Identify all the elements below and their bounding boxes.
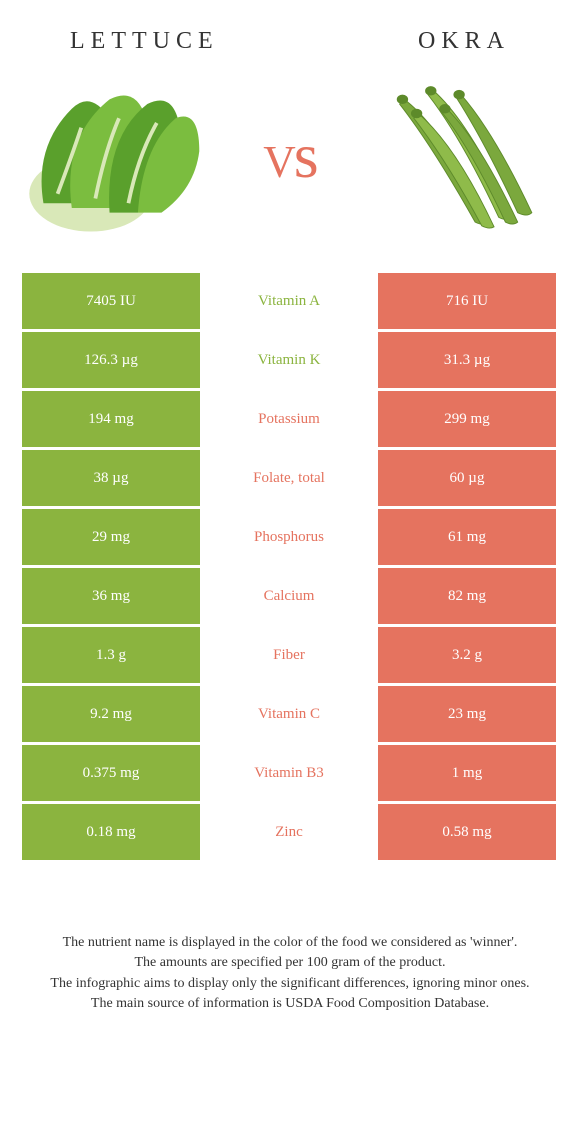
table-row: 1.3 gFiber3.2 g [22, 627, 558, 683]
footnote-line: The nutrient name is displayed in the co… [28, 933, 552, 953]
vs-text-s: s [294, 120, 317, 191]
nutrient-label: Zinc [200, 804, 378, 860]
right-value: 82 mg [378, 568, 556, 624]
table-row: 194 mgPotassium299 mg [22, 391, 558, 447]
left-value: 194 mg [22, 391, 200, 447]
right-value: 60 µg [378, 450, 556, 506]
right-value: 1 mg [378, 745, 556, 801]
nutrient-label: Calcium [200, 568, 378, 624]
left-value: 1.3 g [22, 627, 200, 683]
nutrient-label: Folate, total [200, 450, 378, 506]
title-right: OKRA [418, 28, 510, 55]
right-value: 716 IU [378, 273, 556, 329]
left-value: 9.2 mg [22, 686, 200, 742]
left-value: 0.18 mg [22, 804, 200, 860]
nutrient-table: 7405 IUVitamin A716 IU126.3 µgVitamin K3… [0, 273, 580, 860]
table-row: 9.2 mgVitamin C23 mg [22, 686, 558, 742]
nutrient-label: Vitamin A [200, 273, 378, 329]
table-row: 38 µgFolate, total60 µg [22, 450, 558, 506]
nutrient-label: Vitamin B3 [200, 745, 378, 801]
footnote-line: The infographic aims to display only the… [28, 974, 552, 994]
table-row: 29 mgPhosphorus61 mg [22, 509, 558, 565]
footnote: The nutrient name is displayed in the co… [0, 863, 580, 1014]
table-row: 0.18 mgZinc0.58 mg [22, 804, 558, 860]
header: LETTUCE OKRA [0, 0, 580, 63]
nutrient-label: Fiber [200, 627, 378, 683]
right-value: 3.2 g [378, 627, 556, 683]
images-row: vs [0, 63, 580, 273]
right-value: 23 mg [378, 686, 556, 742]
left-value: 0.375 mg [22, 745, 200, 801]
table-row: 36 mgCalcium82 mg [22, 568, 558, 624]
nutrient-label: Vitamin C [200, 686, 378, 742]
table-row: 126.3 µgVitamin K31.3 µg [22, 332, 558, 388]
left-value: 38 µg [22, 450, 200, 506]
vs-label: vs [263, 119, 316, 193]
right-value: 31.3 µg [378, 332, 556, 388]
lettuce-image [24, 71, 214, 241]
table-row: 0.375 mgVitamin B31 mg [22, 745, 558, 801]
left-value: 7405 IU [22, 273, 200, 329]
title-left: LETTUCE [70, 28, 219, 55]
right-value: 299 mg [378, 391, 556, 447]
right-value: 0.58 mg [378, 804, 556, 860]
footnote-line: The amounts are specified per 100 gram o… [28, 953, 552, 973]
left-value: 29 mg [22, 509, 200, 565]
footnote-line: The main source of information is USDA F… [28, 994, 552, 1014]
left-value: 36 mg [22, 568, 200, 624]
right-value: 61 mg [378, 509, 556, 565]
table-row: 7405 IUVitamin A716 IU [22, 273, 558, 329]
nutrient-label: Phosphorus [200, 509, 378, 565]
left-value: 126.3 µg [22, 332, 200, 388]
nutrient-label: Potassium [200, 391, 378, 447]
nutrient-label: Vitamin K [200, 332, 378, 388]
okra-image [366, 71, 556, 241]
vs-text: v [263, 120, 294, 191]
